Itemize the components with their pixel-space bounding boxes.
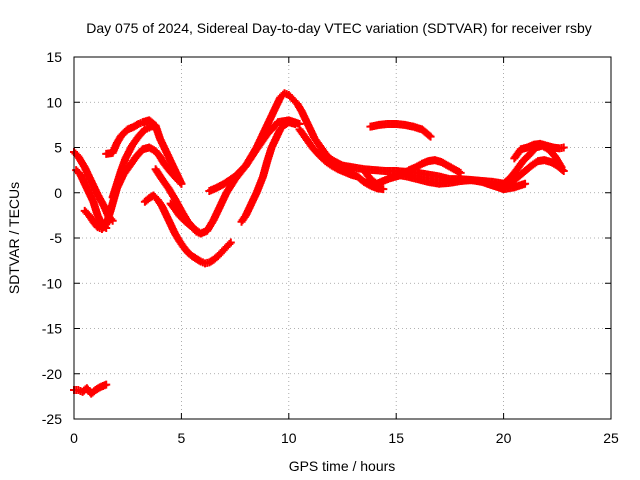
y-tick-label: -5 [50, 230, 63, 246]
data-point [151, 125, 160, 134]
data-point [559, 143, 568, 152]
data-point-interp [425, 131, 434, 140]
y-tick-label: 10 [46, 94, 62, 110]
data-point [456, 168, 465, 177]
data-point [102, 380, 111, 389]
series-s12 [295, 125, 388, 194]
data-point-interp [558, 165, 567, 174]
series-s1 [70, 380, 111, 398]
series-s11 [237, 118, 300, 226]
y-tick-label: 15 [46, 49, 62, 65]
x-tick-label: 25 [603, 430, 619, 446]
data-point-interp [225, 240, 234, 249]
data-point [379, 185, 388, 194]
data-point [559, 167, 568, 176]
series-s13 [366, 119, 435, 141]
data-point [291, 119, 300, 128]
series-s18 [510, 139, 568, 163]
y-tick-label: 5 [54, 140, 62, 156]
y-tick-label: -20 [42, 366, 62, 382]
grid-lines [74, 57, 611, 419]
data-point [177, 179, 186, 188]
x-tick-label: 5 [178, 430, 186, 446]
series-s19 [495, 156, 568, 192]
data-series [70, 89, 568, 398]
x-tick-label: 20 [496, 430, 512, 446]
y-axis-label: SDTVAR / TECUs [6, 182, 22, 294]
x-tick-label: 10 [281, 430, 297, 446]
x-tick-label: 0 [70, 430, 78, 446]
series-s6 [108, 120, 160, 202]
x-tick-label: 15 [388, 430, 404, 446]
series-s7 [140, 191, 235, 268]
series-s16 [392, 170, 530, 194]
series-s15 [359, 156, 465, 188]
y-tick-label: -10 [42, 275, 62, 291]
x-axis-label: GPS time / hours [289, 458, 396, 474]
series-s3 [72, 166, 111, 233]
data-point [521, 179, 530, 188]
data-point [226, 238, 235, 247]
chart-title: Day 075 of 2024, Sidereal Day-to-day VTE… [86, 20, 592, 36]
y-tick-label: -25 [42, 411, 62, 427]
y-tick-label: -15 [42, 321, 62, 337]
tick-labels: 0 5 10 15 20 25 -25 -20 -15 -10 -5 0 5 10 15 [42, 49, 619, 446]
plot-frame [73, 56, 612, 420]
data-point [426, 132, 435, 141]
y-tick-label: 0 [54, 185, 62, 201]
